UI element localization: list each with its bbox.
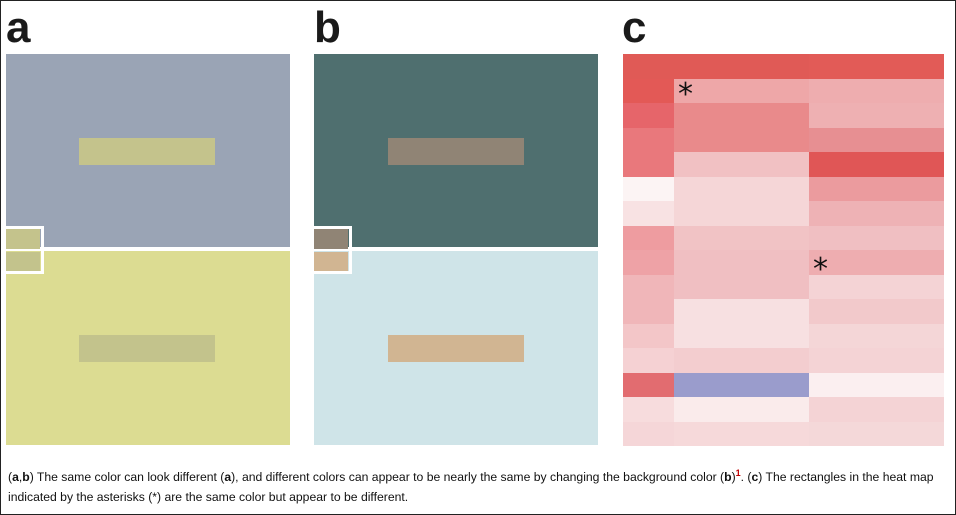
heatmap-cell: [623, 299, 674, 324]
caption-bold: c: [751, 470, 759, 484]
heatmap-cell: [674, 54, 809, 79]
heatmap-cell: [809, 299, 944, 324]
heatmap-cell: [674, 79, 809, 103]
heatmap-cell: [674, 324, 809, 348]
heatmap-cell: [623, 79, 674, 103]
heatmap-cell: [623, 397, 674, 422]
panel-a-top-bar: [79, 138, 215, 165]
heatmap-cell: [809, 373, 944, 397]
caption-text: (: [8, 470, 13, 484]
caption-text: ,: [18, 470, 23, 484]
caption-text: ) The rectangles in the heat map indicat…: [8, 470, 934, 504]
heatmap-cell: [623, 226, 674, 250]
heatmap-cell: [623, 54, 674, 79]
heatmap-cell: [674, 152, 809, 177]
heatmap-cell: [674, 250, 809, 275]
heatmap-cell: [809, 397, 944, 422]
panel-b-swatch-bottom: [314, 252, 348, 271]
heatmap-cell: [623, 103, 674, 128]
caption-text: ): [731, 470, 736, 484]
heatmap-cell: [674, 201, 809, 226]
heatmap-cell: [623, 152, 674, 177]
heatmap-cell: [809, 177, 944, 201]
heatmap-cell: [674, 397, 809, 422]
heatmap-cell: [623, 128, 674, 152]
heatmap-cell: [674, 226, 809, 250]
heatmap-cell: [623, 201, 674, 226]
heatmap-cell: [674, 275, 809, 299]
heatmap-cell: [674, 103, 809, 128]
heatmap-cell: [674, 177, 809, 201]
heatmap-cell: [674, 348, 809, 373]
heatmap-cell: [809, 128, 944, 152]
panel-b-top-bar: [388, 138, 524, 165]
heatmap-cell: [623, 275, 674, 299]
heatmap-cell: [809, 79, 944, 103]
heatmap-cell: [809, 226, 944, 250]
caption-bold: b: [22, 470, 30, 484]
heatmap: [623, 54, 944, 446]
heatmap-cell: [623, 177, 674, 201]
panel-b-swatch-top: [314, 229, 348, 249]
panel-b-swatch-outline: [311, 226, 352, 274]
caption-bold: b: [724, 470, 732, 484]
heatmap-cell: [809, 348, 944, 373]
figure-caption: (a,b) The same color can look different …: [8, 467, 948, 507]
caption-text: ) The same color can look different (: [29, 470, 225, 484]
heatmap-asterisk-1: *: [678, 77, 693, 112]
caption-bold: a: [224, 470, 232, 484]
heatmap-asterisk-2: *: [813, 252, 828, 287]
heatmap-cell: [623, 348, 674, 373]
heatmap-cell: [809, 250, 944, 275]
caption-text: . (: [740, 470, 752, 484]
heatmap-cell: [674, 128, 809, 152]
panel-a-swatch-bottom: [6, 252, 40, 271]
heatmap-cell: [674, 373, 809, 397]
heatmap-cell: [674, 299, 809, 324]
heatmap-cell: [623, 250, 674, 275]
caption-text: ), and different colors can appear to be…: [231, 470, 725, 484]
panel-a-bottom-bar: [79, 335, 215, 362]
heatmap-cell: [623, 373, 674, 397]
heatmap-cell: [809, 103, 944, 128]
heatmap-cell: [809, 54, 944, 79]
panel-label-b: b: [314, 3, 341, 52]
panel-label-a: a: [6, 3, 31, 52]
heatmap-cell: [809, 324, 944, 348]
caption-reference: 1: [735, 467, 741, 478]
caption-bold: a: [12, 470, 19, 484]
heatmap-cell: [809, 422, 944, 446]
heatmap-cell: [809, 152, 944, 177]
heatmap-cell: [809, 275, 944, 299]
heatmap-cell: [623, 324, 674, 348]
panel-a-swatch-outline: [3, 226, 44, 274]
panel-b-bottom-bar: [388, 335, 524, 362]
heatmap-cell: [623, 422, 674, 446]
panel-label-c: c: [622, 3, 647, 52]
heatmap-cell: [809, 201, 944, 226]
heatmap-cell: [674, 422, 809, 446]
panel-a-swatch-top: [6, 229, 40, 249]
